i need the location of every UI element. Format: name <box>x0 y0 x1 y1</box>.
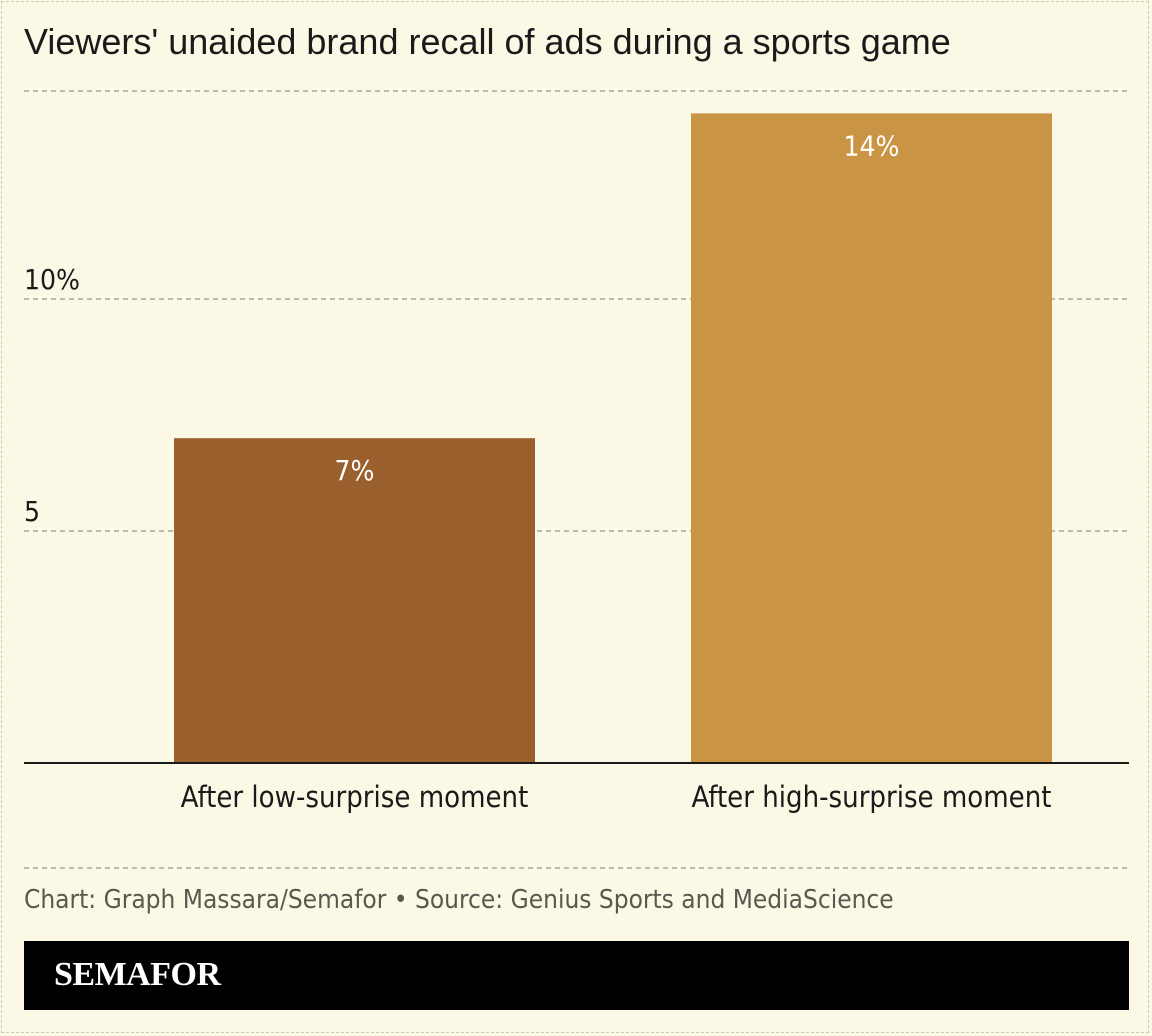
chart-title: Viewers' unaided brand recall of ads dur… <box>24 21 951 62</box>
x-category-label: After high-surprise moment <box>691 780 1051 814</box>
bar-chart: 5 10% 7% After low-surprise moment 14% After… <box>24 90 1129 869</box>
x-category-label: After low-surprise moment <box>181 780 529 814</box>
bar-high-surprise <box>691 113 1052 763</box>
chart-source-note: Chart: Graph Massara/Semafor • Source: G… <box>24 885 894 915</box>
y-tick-label: 5 <box>24 495 40 528</box>
bar-value-label: 14% <box>844 129 900 162</box>
bar-value-label: 7% <box>335 454 375 487</box>
brand-footer: SEMAFOR <box>24 941 1129 1010</box>
brand-logo: SEMAFOR <box>54 956 221 993</box>
y-tick-label: 10% <box>24 263 80 296</box>
bar-low-surprise <box>174 438 535 763</box>
